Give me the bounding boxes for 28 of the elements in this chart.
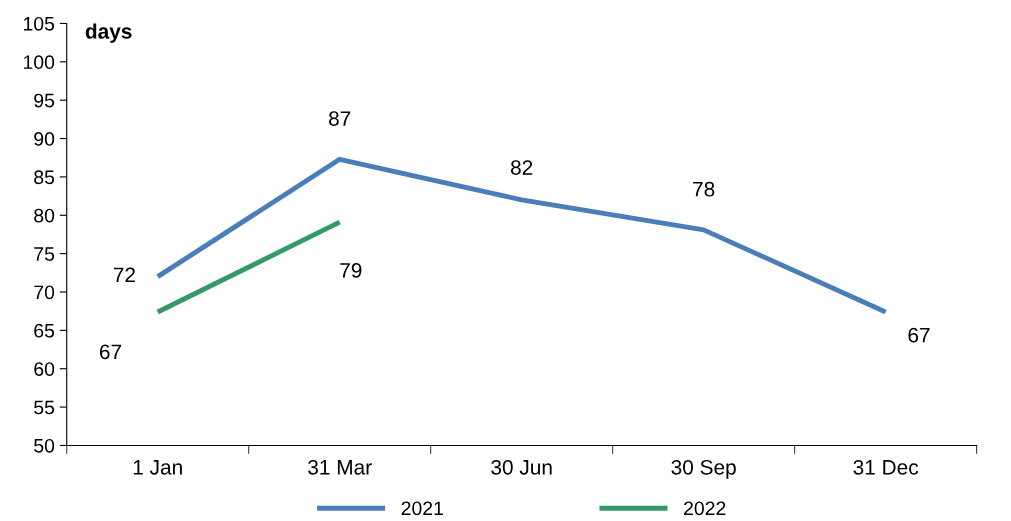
x-tick-label: 31 Dec (853, 459, 919, 475)
legend-label: 2022 (684, 501, 726, 516)
y-tick-label: 90 (34, 132, 55, 146)
data-label: 82 (511, 160, 533, 175)
data-label: 79 (340, 263, 362, 278)
x-tick-label: 30 Jun (491, 459, 552, 475)
y-tick-label: 65 (34, 323, 55, 338)
y-tick-label: 105 (23, 16, 55, 31)
y-tick-label: 80 (34, 208, 55, 223)
line-series (155, 156, 889, 315)
y-axis-title: days (85, 23, 132, 43)
data-label: 67 (908, 327, 930, 343)
y-tick-label: 85 (34, 170, 55, 185)
data-label: 72 (113, 267, 135, 283)
y-tick-label: 95 (34, 93, 55, 108)
x-tick-label: 31 Mar (308, 459, 372, 475)
y-tick-label: 70 (34, 285, 55, 300)
x-tick-label: 30 Sep (671, 459, 736, 479)
y-tick-label: 55 (34, 400, 55, 415)
data-label: 78 (693, 181, 715, 197)
data-label: 67 (99, 344, 122, 360)
y-tick-label: 75 (34, 247, 55, 261)
y-tick-label: 60 (34, 362, 55, 376)
legend-label: 2021 (401, 501, 443, 516)
x-tick-label: 1 Jan (133, 460, 182, 475)
data-label: 87 (329, 111, 351, 126)
y-tick-label: 50 (34, 438, 55, 453)
y-tick-label: 100 (23, 55, 55, 70)
